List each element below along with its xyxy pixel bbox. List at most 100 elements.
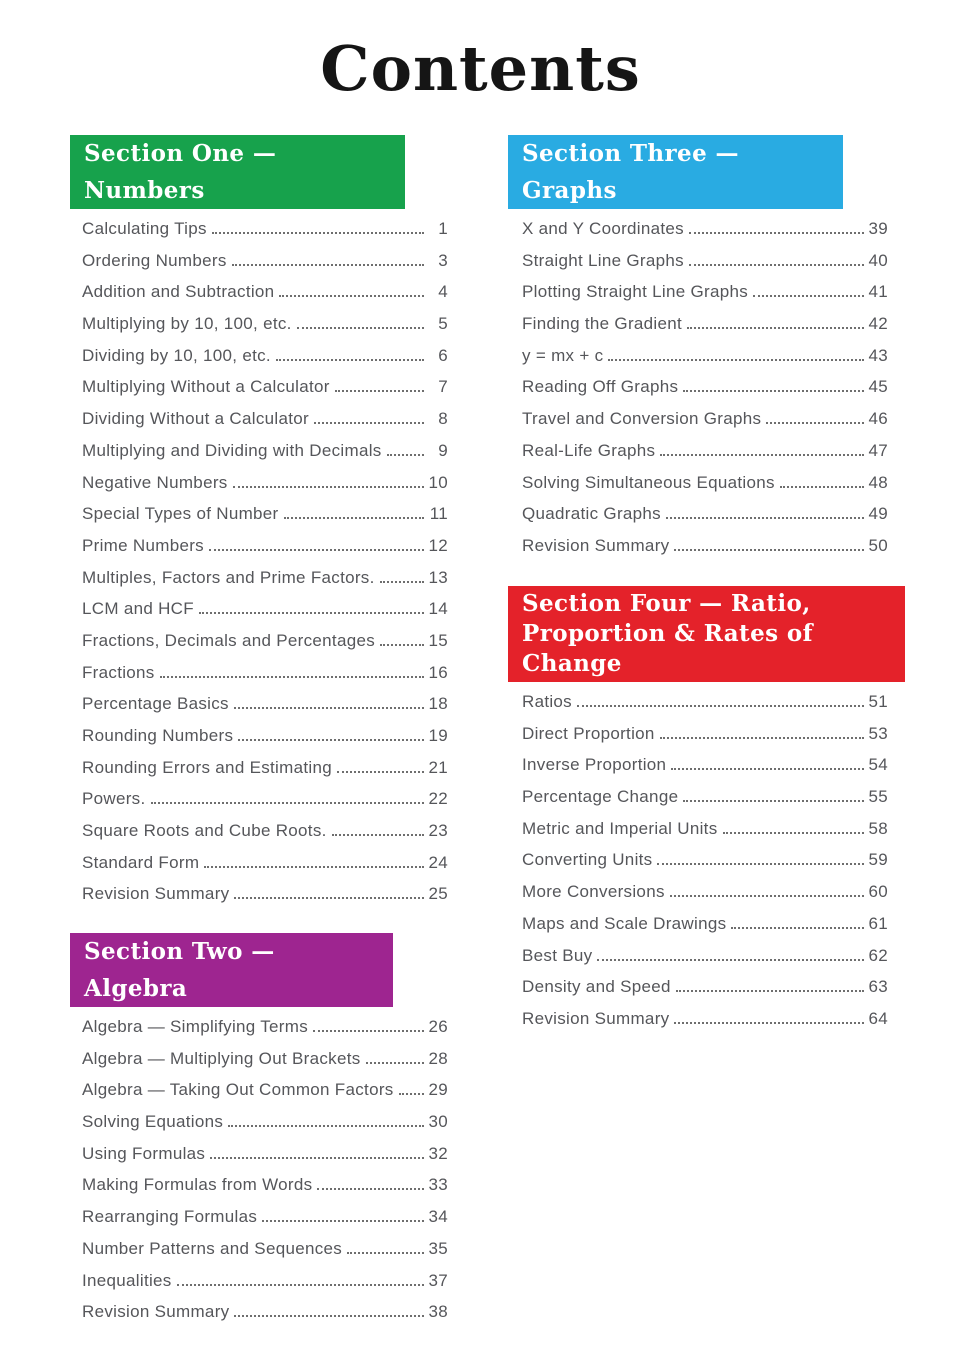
toc-entry-label: Revision Summary (82, 884, 230, 904)
dot-leader (766, 422, 864, 425)
dot-leader (238, 739, 424, 741)
section-one-numbers: Section One — Numbers Calculating Tips 1 O… (70, 135, 448, 916)
toc-entry-label: Ordering Numbers (82, 250, 227, 270)
toc-entry-page: 55 (868, 787, 888, 807)
toc-entry-label: Inverse Proportion (522, 755, 667, 775)
toc-entry-page: 30 (428, 1112, 448, 1132)
toc-entry-row: Making Formulas from Words 33 (82, 1175, 448, 1207)
toc-entry-row: Algebra — Multiplying Out Brackets 28 (82, 1049, 448, 1081)
toc-entry-row: Finding the Gradient 42 (522, 314, 888, 346)
toc-entry-label: Fractions (82, 662, 155, 682)
toc-entry-row: Calculating Tips 1 (82, 219, 448, 251)
dot-leader (657, 863, 864, 866)
toc-entry-label: Travel and Conversion Graphs (522, 409, 762, 429)
dot-leader (386, 453, 424, 456)
toc-entry-label: Quadratic Graphs (522, 504, 661, 524)
section-two-header: Section Two — Algebra (70, 933, 393, 1007)
toc-entry-page: 1 (438, 219, 448, 238)
toc-entry-label: Dividing Without a Calculator (82, 409, 309, 429)
toc-entry-row: Travel and Conversion Graphs 46 (522, 409, 888, 441)
toc-entry-label: Rounding Errors and Estimating (82, 757, 332, 777)
toc-entry-row: y = mx + c 43 (522, 346, 888, 378)
section-two-entry-list: Algebra — Simplifying Terms 26 Algebra — M… (82, 1017, 448, 1334)
toc-entry-label: Revision Summary (522, 1008, 670, 1028)
dot-leader (660, 453, 864, 456)
toc-entry-page: 9 (438, 440, 448, 460)
dot-leader (317, 1188, 424, 1191)
toc-entry-page: 58 (868, 818, 888, 838)
toc-entry-page: 59 (868, 850, 888, 870)
toc-entry-label: Standard Form (82, 852, 200, 872)
dot-leader (313, 1030, 424, 1032)
dot-leader (683, 390, 864, 393)
toc-entry-label: Algebra — Taking Out Common Factors (82, 1080, 394, 1100)
toc-entry-row: Multiplying by 10, 100, etc. 5 (82, 314, 448, 346)
dot-leader (669, 895, 864, 898)
dot-leader (275, 358, 424, 361)
toc-entry-label: Converting Units (522, 850, 653, 870)
toc-entry-label: Rounding Numbers (82, 726, 234, 745)
dot-leader (753, 295, 864, 298)
toc-entry-page: 51 (868, 692, 888, 711)
toc-entry-label: Revision Summary (82, 1302, 230, 1322)
toc-entry-label: Density and Speed (522, 977, 671, 997)
toc-entry-row: Revision Summary 50 (522, 536, 888, 568)
toc-entry-page: 4 (438, 282, 448, 302)
toc-entry-page: 48 (868, 472, 888, 492)
toc-entry-label: Percentage Basics (82, 694, 229, 714)
toc-entry-row: Fractions 16 (82, 663, 448, 695)
toc-entry-label: Best Buy (522, 945, 593, 965)
toc-entry-label: More Conversions (522, 882, 665, 902)
dot-leader (336, 770, 424, 773)
toc-entry-row: Negative Numbers 10 (82, 473, 448, 505)
dot-leader (688, 263, 864, 266)
toc-entry-page: 35 (428, 1238, 448, 1258)
toc-entry-page: 22 (428, 789, 448, 809)
dot-leader (176, 1283, 424, 1286)
toc-entry-page: 53 (868, 723, 888, 743)
toc-entry-label: Prime Numbers (82, 535, 204, 555)
toc-entry-row: X and Y Coordinates 39 (522, 219, 888, 251)
toc-entry-page: 40 (868, 250, 888, 270)
toc-entry-page: 60 (868, 882, 888, 902)
dot-leader (210, 1156, 424, 1159)
toc-entry-row: Prime Numbers 12 (82, 536, 448, 568)
toc-entry-page: 34 (428, 1207, 448, 1227)
section-four-header: Section Four — Ratio, Proportion & Rates… (508, 586, 905, 682)
toc-entry-page: 64 (868, 1008, 888, 1028)
toc-entry-row: Powers. 22 (82, 789, 448, 821)
toc-entry-page: 11 (429, 504, 448, 524)
toc-entry-page: 62 (868, 945, 888, 965)
section-one-header: Section One — Numbers (70, 135, 405, 209)
toc-entry-page: 23 (428, 821, 448, 841)
toc-entry-row: Algebra — Taking Out Common Factors 29 (82, 1080, 448, 1112)
toc-entry-label: Fractions, Decimals and Percentages (82, 630, 376, 650)
toc-entry-row: Inequalities 37 (82, 1271, 448, 1303)
toc-entry-page: 13 (428, 567, 448, 587)
toc-entry-row: Solving Equations 30 (82, 1112, 448, 1144)
toc-entry-page: 21 (428, 757, 448, 777)
toc-entry-label: Special Types of Number (82, 504, 279, 524)
dot-leader (688, 232, 864, 234)
toc-entry-row: Metric and Imperial Units 58 (522, 819, 888, 851)
toc-entry-row: Multiplying and Dividing with Decimals 9 (82, 441, 448, 473)
toc-entry-row: Dividing by 10, 100, etc. 6 (82, 346, 448, 378)
toc-entry-label: Negative Numbers (82, 472, 228, 492)
toc-entry-label: Making Formulas from Words (82, 1175, 313, 1195)
toc-entry-row: Percentage Change 55 (522, 787, 888, 819)
dot-leader (334, 390, 424, 393)
toc-entry-row: Direct Proportion 53 (522, 724, 888, 756)
toc-entry-page: 63 (868, 977, 888, 997)
toc-entry-label: Percentage Change (522, 787, 679, 807)
toc-entry-row: Addition and Subtraction 4 (82, 282, 448, 314)
toc-entry-page: 8 (438, 409, 448, 429)
toc-entry-page: 33 (428, 1175, 448, 1195)
dot-leader (665, 517, 864, 520)
toc-entry-page: 54 (868, 755, 888, 775)
section-one-entry-list: Calculating Tips 1 Ordering Numbers 3 Additi… (82, 219, 448, 916)
dot-leader (234, 897, 424, 900)
toc-entry-label: Calculating Tips (82, 219, 207, 238)
dot-leader (262, 1220, 424, 1223)
toc-entry-label: Revision Summary (522, 535, 670, 555)
toc-entry-label: Multiples, Factors and Prime Factors. (82, 567, 375, 587)
